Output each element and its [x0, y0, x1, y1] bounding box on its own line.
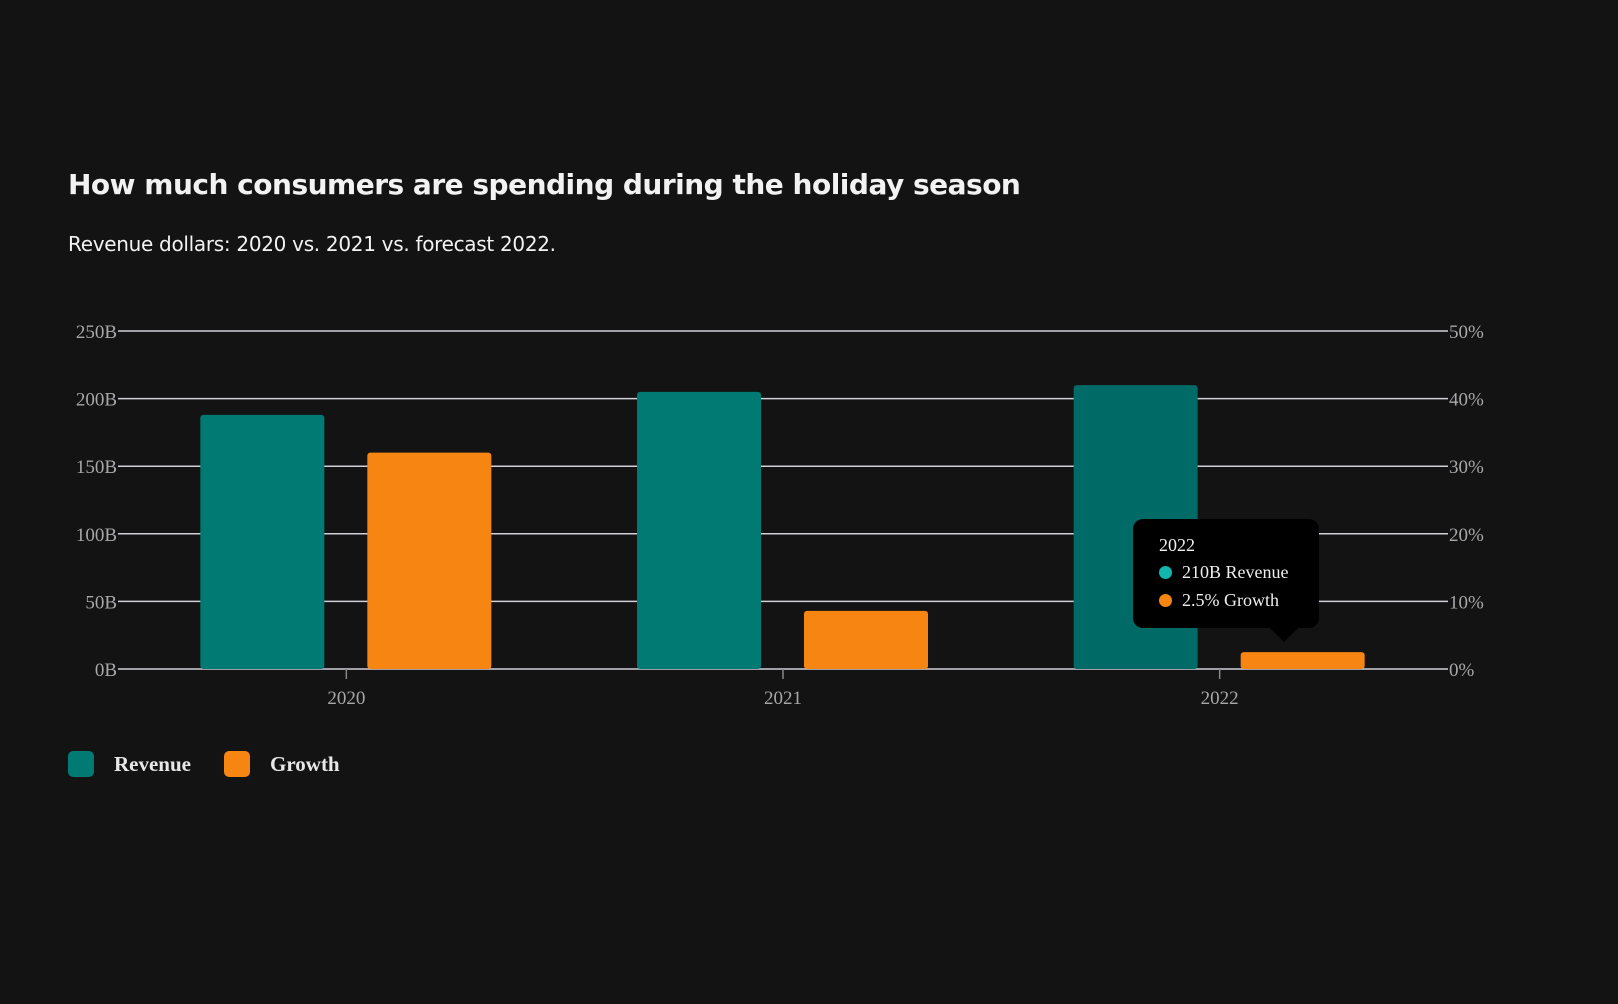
tooltip-growth-text: 2.5% Growth: [1182, 590, 1279, 610]
growth-dot-icon: [1159, 594, 1172, 607]
chart-subtitle: Revenue dollars: 2020 vs. 2021 vs. forec…: [68, 232, 556, 256]
y-left-tick-label: 0B: [95, 660, 117, 681]
y-right-tick-label: 0%: [1449, 660, 1475, 681]
y-right-tick-label: 10%: [1449, 592, 1484, 613]
tooltip-title: 2022: [1159, 535, 1195, 555]
bar-revenue-2020: [200, 414, 325, 669]
legend-swatch-revenue[interactable]: [68, 751, 94, 777]
y-left-tick-label: 250B: [76, 322, 117, 343]
bar-growth-2021: [804, 610, 928, 669]
tooltip-row-revenue: 210B Revenue: [1159, 562, 1288, 583]
x-tick-label: 2021: [764, 688, 802, 709]
y-right-tick-label: 20%: [1449, 525, 1484, 546]
legend: Revenue Growth: [68, 751, 373, 777]
y-right-tick-label: 40%: [1449, 390, 1484, 411]
tooltip: 2022 210B Revenue 2.5% Growth: [1133, 519, 1319, 642]
tooltip-row-growth: 2.5% Growth: [1159, 590, 1279, 611]
y-left-tick-label: 100B: [76, 525, 117, 546]
y-right-tick-label: 50%: [1449, 322, 1484, 343]
tooltip-revenue-text: 210B Revenue: [1182, 562, 1289, 582]
legend-swatch-growth[interactable]: [224, 751, 250, 777]
legend-label-revenue[interactable]: Revenue: [114, 751, 191, 776]
y-left-tick-label: 150B: [76, 457, 117, 478]
chart-title: How much consumers are spending during t…: [68, 168, 1021, 201]
x-tick-label: 2022: [1201, 688, 1239, 709]
bar-growth-2022: [1240, 652, 1365, 669]
y-left-tick-label: 50B: [85, 592, 117, 613]
bar-growth-2020: [367, 452, 492, 669]
legend-label-growth[interactable]: Growth: [270, 751, 340, 776]
y-right-tick-label: 30%: [1449, 457, 1484, 478]
revenue-dot-icon: [1159, 566, 1172, 579]
bar-revenue-2021: [637, 391, 761, 669]
x-tick-label: 2020: [327, 688, 365, 709]
y-left-tick-label: 200B: [76, 390, 117, 411]
